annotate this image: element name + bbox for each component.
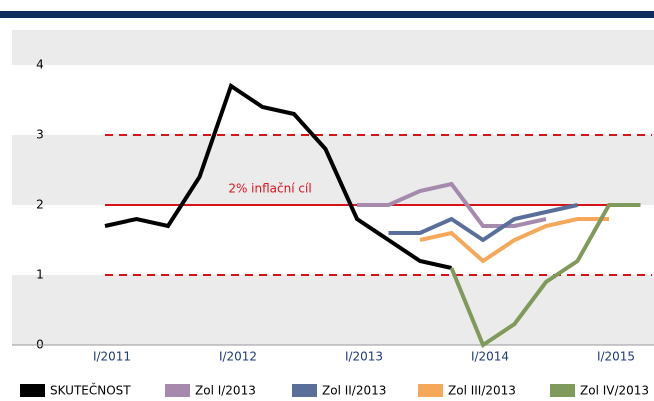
band <box>12 275 654 345</box>
series-line <box>419 217 609 264</box>
x-tick-label: I/2011 <box>93 350 131 364</box>
annotation: 2% inflační cíl <box>228 182 311 196</box>
series-line <box>104 82 452 270</box>
legend-label: Zol IV/2013 <box>580 384 649 398</box>
legend-swatch <box>292 384 317 397</box>
legend-swatch <box>550 384 575 397</box>
legend-label: SKUTEČNOST <box>50 383 131 398</box>
legend-swatch <box>165 384 190 397</box>
y-tick-label: 2 <box>36 198 44 212</box>
series-line <box>357 181 547 228</box>
series-line <box>449 203 641 349</box>
x-tick-label: I/2014 <box>471 350 509 364</box>
legend-swatch <box>418 384 443 397</box>
band <box>12 30 654 65</box>
header-bar <box>0 11 654 18</box>
y-tick-label: 1 <box>36 268 44 282</box>
series-line <box>388 203 578 243</box>
legend-label: Zol III/2013 <box>448 384 516 398</box>
x-tick-label: I/2012 <box>219 350 257 364</box>
legend-swatch <box>20 384 45 397</box>
legend-label: Zol II/2013 <box>322 384 386 398</box>
legend-label: Zol I/2013 <box>195 384 256 398</box>
y-tick-label: 3 <box>36 128 44 142</box>
y-tick-label: 4 <box>36 58 44 72</box>
x-tick-label: I/2013 <box>345 350 383 364</box>
x-tick-label: I/2015 <box>597 350 635 364</box>
